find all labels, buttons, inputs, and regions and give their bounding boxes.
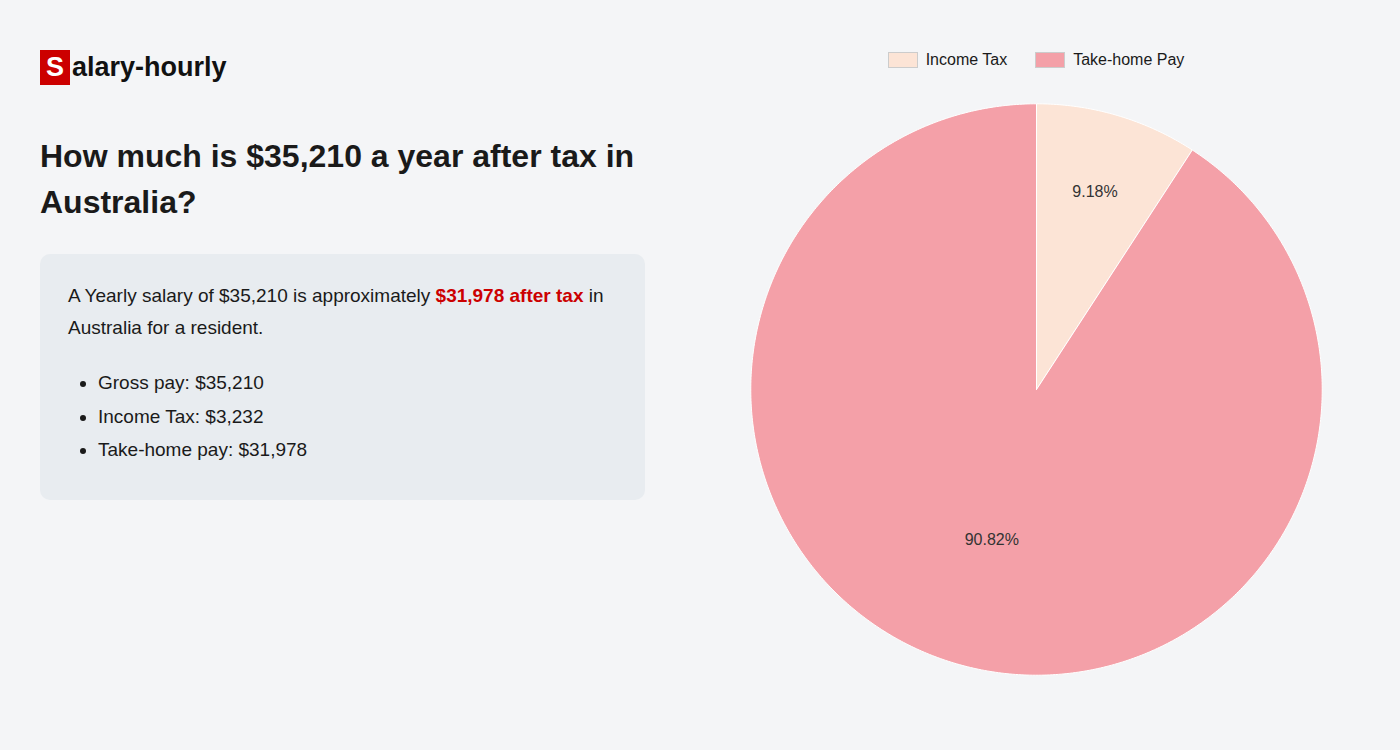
html-text:Take-home pay: $31,978: Take-home pay: $31,978	[98, 438, 308, 460]
html-text:How much is $35,210 a year aft: How much is $35,210 a year after tax in …	[40, 138, 635, 221]
svg-text:9.18%: 9.18%	[1072, 183, 1117, 200]
html-text:Take-home Pay: Take-home Pay	[1073, 51, 1185, 68]
html-text:Gross pay: $35,210: Gross pay: $35,210	[98, 372, 264, 394]
svg-text:90.82%: 90.82%	[965, 531, 1019, 548]
html-text:A Yearly salary of $35,210 is: A Yearly salary of $35,210 is approximat…	[68, 284, 604, 306]
html-text:Income Tax: Income Tax	[925, 51, 1008, 68]
html-text:Australia for a resident.: Australia for a resident.	[68, 317, 264, 339]
html-text:Income Tax: $3,232: Income Tax: $3,232	[98, 405, 264, 427]
html-text:S alary-hourly: S alary-hourly	[46, 52, 227, 82]
